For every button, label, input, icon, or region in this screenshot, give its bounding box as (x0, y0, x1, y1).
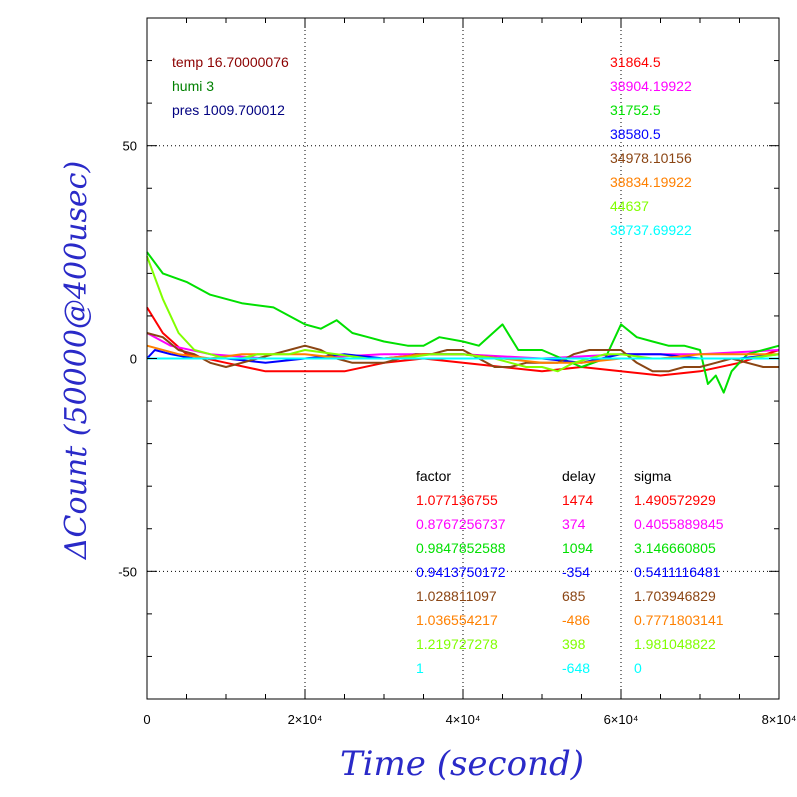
x-tick-label: 4×10⁴ (446, 712, 481, 727)
series-base-value: 38737.69922 (610, 222, 692, 238)
series-sigma: 0.7771803141 (634, 612, 724, 628)
table-header-sigma: sigma (634, 468, 672, 484)
x-tick-label: 8×10⁴ (762, 712, 797, 727)
series-layer (146, 251, 780, 394)
series-base-value: 31752.5 (610, 102, 661, 118)
series-base-value: 44637 (610, 198, 649, 214)
series-sigma: 0.5411116481 (634, 564, 721, 580)
series-base-value: 38580.5 (610, 126, 661, 142)
series-sigma: 0 (634, 660, 642, 676)
series-line (146, 255, 780, 373)
env-label: pres 1009.700012 (172, 102, 285, 118)
series-sigma: 1.981048822 (634, 636, 716, 652)
series-delay: -486 (562, 612, 590, 628)
series-factor: 1.036554217 (416, 612, 498, 628)
x-tick-label: 0 (143, 712, 150, 727)
table-header-factor: factor (416, 468, 451, 484)
series-delay: 1094 (562, 540, 593, 556)
series-factor: 1.077136755 (416, 492, 498, 508)
series-delay: 398 (562, 636, 586, 652)
x-tick-label: 2×10⁴ (288, 712, 323, 727)
axes: 0 2×10⁴ 4×10⁴ 6×10⁴ 8×10⁴ 50 0 -50 (118, 17, 797, 727)
series-delay: 374 (562, 516, 586, 532)
series-factor: 0.8767256737 (416, 516, 506, 532)
env-label: temp 16.70000076 (172, 54, 289, 70)
table-header-delay: delay (562, 468, 595, 484)
series-line (146, 332, 779, 373)
series-factor: 1 (416, 660, 424, 676)
series-base-value: 31864.5 (610, 54, 661, 70)
annotations: temp 16.70000076 humi 3 pres 1009.700012 31… (172, 54, 724, 676)
series-base-value: 34978.10156 (610, 150, 692, 166)
series-base-value: 38834.19922 (610, 174, 692, 190)
series-delay: 1474 (562, 492, 593, 508)
series-sigma: 0.4055889845 (634, 516, 724, 532)
x-axis-label: Time (second) (340, 744, 584, 784)
series-line (146, 306, 780, 377)
series-factor: 1.219727278 (416, 636, 498, 652)
series-factor: 1.028811097 (416, 588, 497, 604)
y-tick-label: -50 (118, 564, 137, 579)
series-sigma: 3.146660805 (634, 540, 716, 556)
series-delay: 685 (562, 588, 586, 604)
series-factor: 0.9413750172 (416, 564, 506, 580)
series-factor: 0.9847852588 (416, 540, 506, 556)
series-sigma: 1.703946829 (634, 588, 716, 604)
env-label: humi 3 (172, 78, 214, 94)
y-tick-label: 0 (130, 352, 137, 367)
series-line (146, 251, 780, 394)
y-axis-label: ΔCount (50000@400usec) (59, 161, 94, 560)
series-delay: -648 (562, 660, 590, 676)
series-sigma: 1.490572929 (634, 492, 716, 508)
series-base-value: 38904.19922 (610, 78, 692, 94)
series-delay: -354 (562, 564, 590, 580)
x-tick-label: 6×10⁴ (604, 712, 639, 727)
y-tick-label: 50 (123, 139, 137, 154)
